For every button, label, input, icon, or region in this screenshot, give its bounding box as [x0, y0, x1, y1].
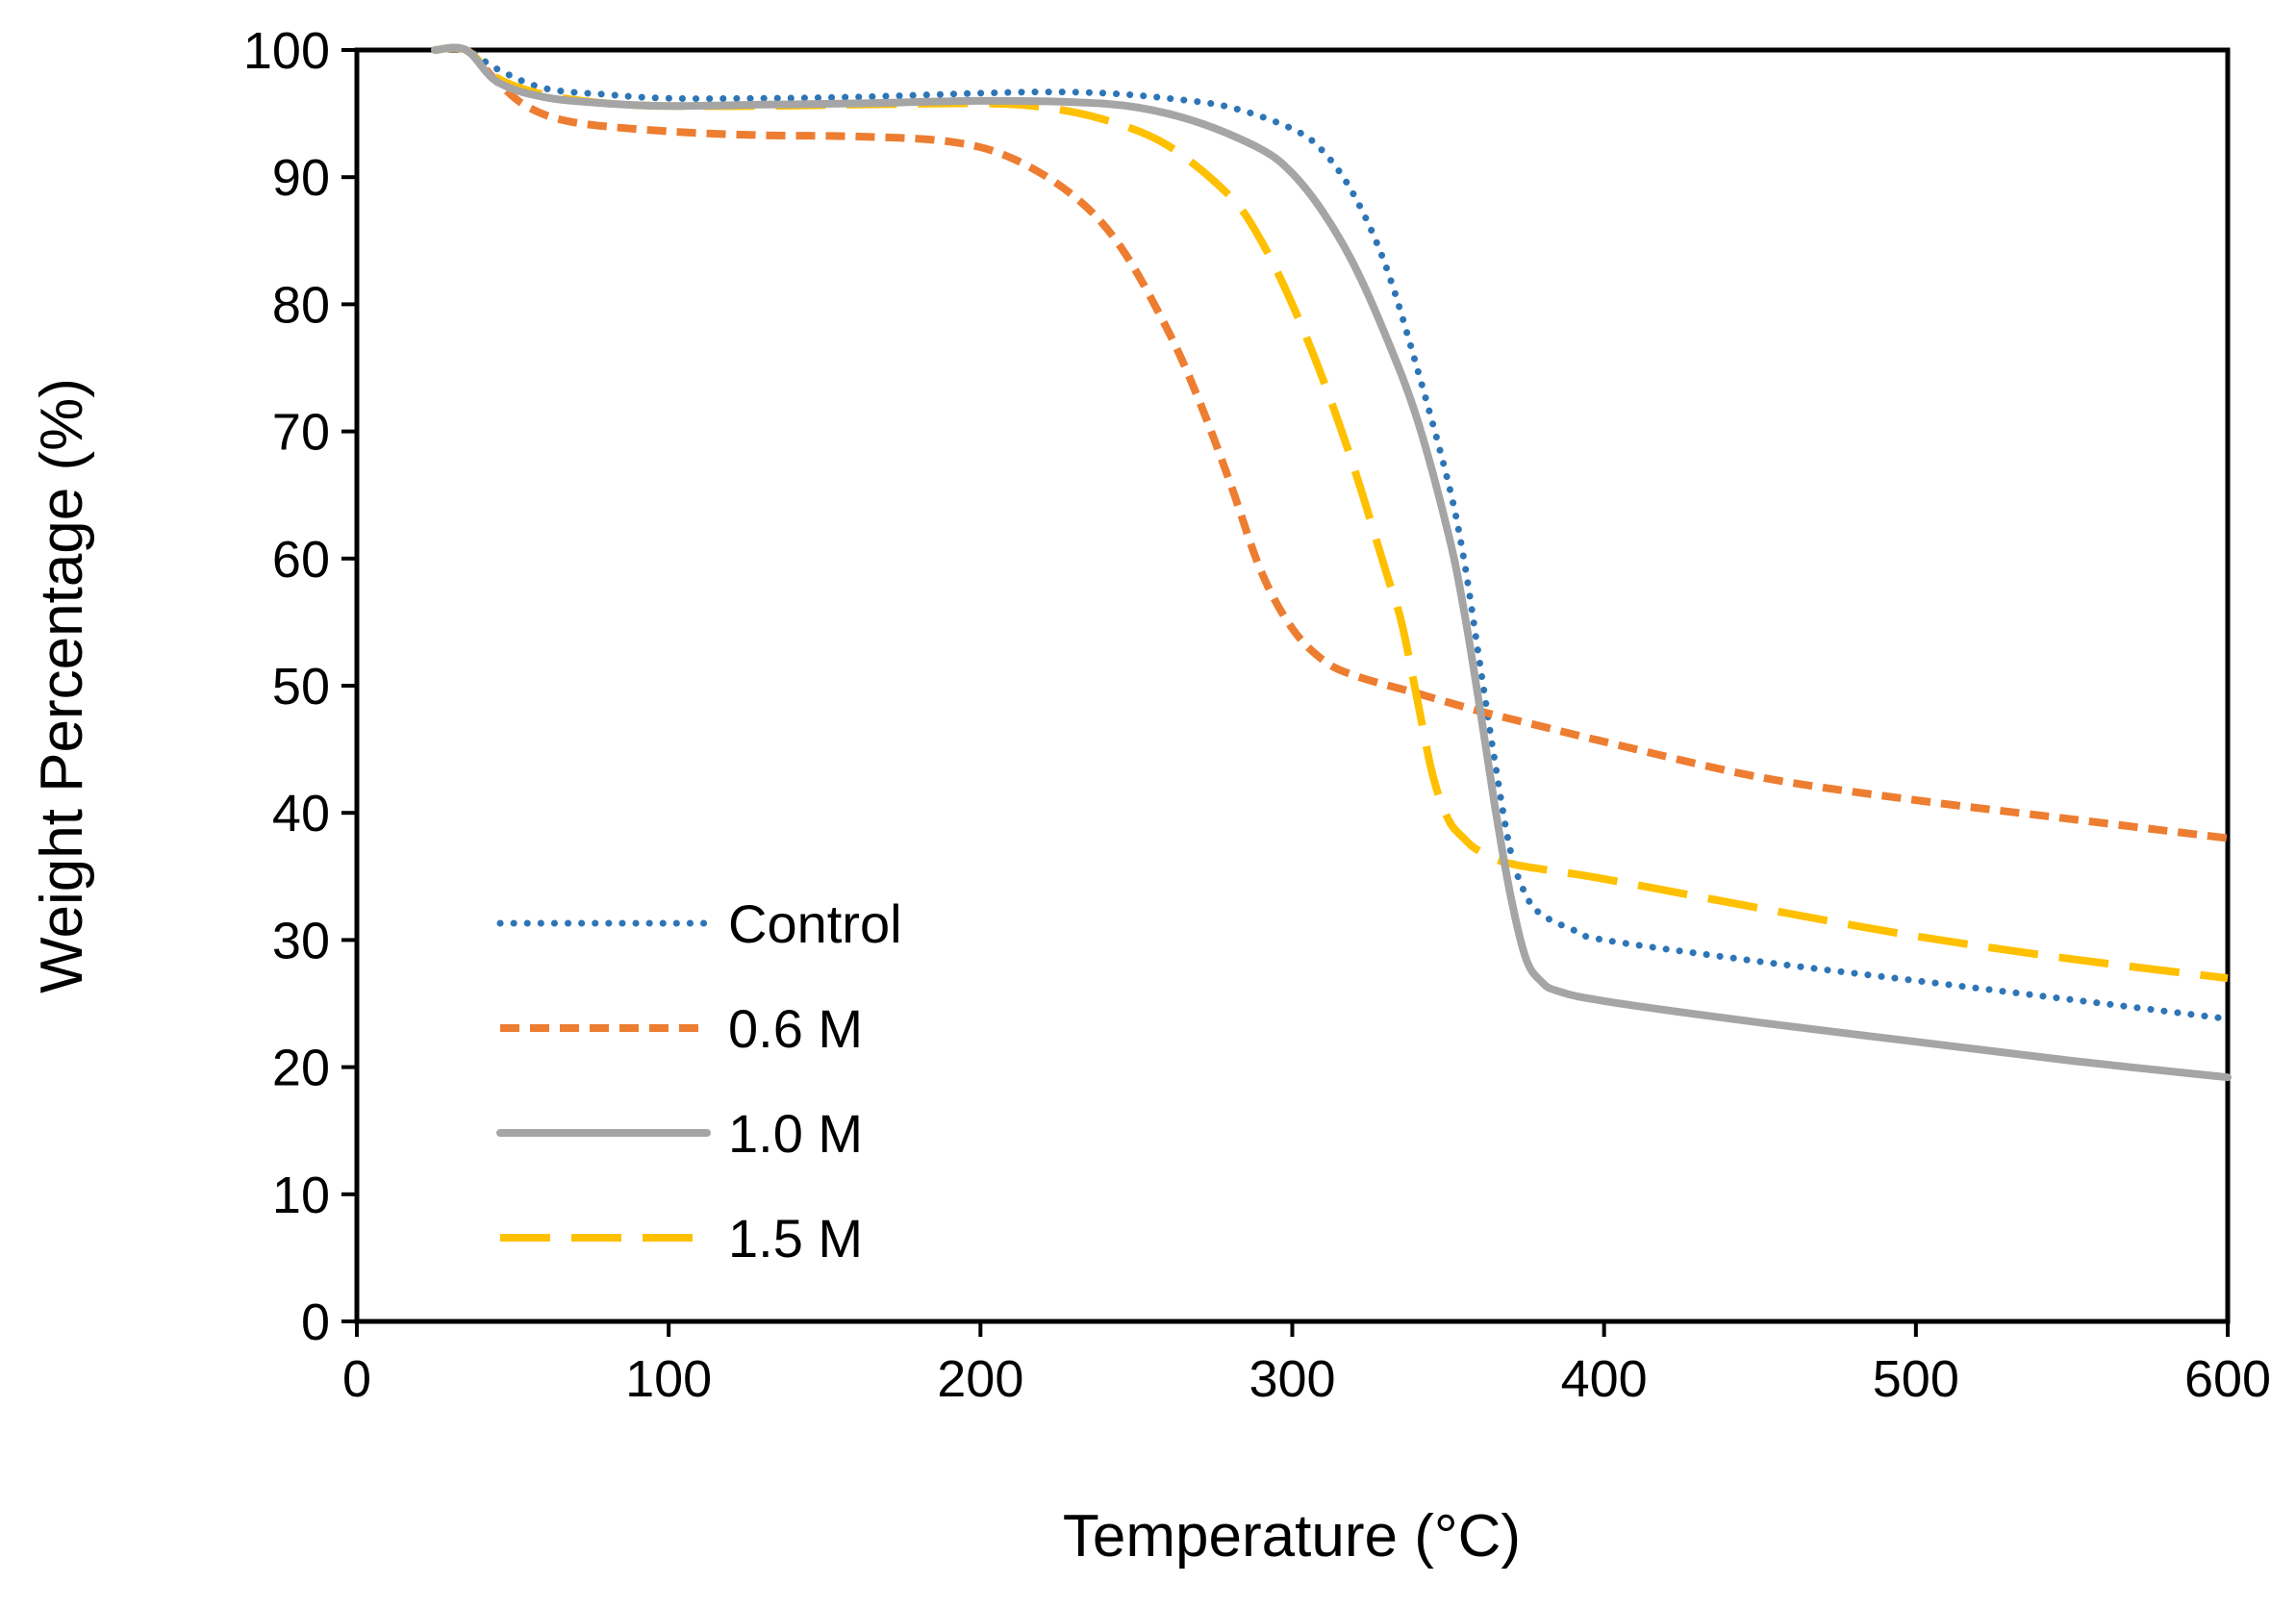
y-tick-label: 100 — [243, 22, 330, 80]
y-tick-label: 30 — [272, 912, 330, 969]
y-tick-label: 40 — [272, 785, 330, 842]
y-tick-label: 50 — [272, 658, 330, 716]
series-line-control — [431, 45, 2232, 1022]
series-line-1-5-m — [434, 43, 2229, 983]
x-tick-label: 600 — [2184, 1350, 2271, 1408]
y-tick-label: 70 — [272, 404, 330, 462]
x-tick-label: 400 — [1561, 1350, 1648, 1408]
legend: Control 0.6 M 1.0 M 1.5 M — [496, 893, 902, 1269]
series-lines — [431, 43, 2232, 1082]
axis-ticks: 0 100 200 300 400 500 600 0 10 20 30 40 50 60 70 80 90 10… — [243, 22, 2271, 1408]
x-tick-label: 300 — [1249, 1350, 1335, 1408]
y-tick-label: 80 — [272, 276, 330, 334]
x-tick-label: 200 — [937, 1350, 1023, 1408]
y-tick-label: 20 — [272, 1040, 330, 1097]
legend-label-1-0-m: 1.0 M — [728, 1103, 863, 1164]
x-axis-title: Temperature (°C) — [1063, 1503, 1521, 1570]
y-axis-title: Weight Percentage (%) — [29, 378, 95, 993]
y-tick-label: 0 — [301, 1294, 330, 1351]
x-tick-label: 100 — [625, 1350, 712, 1408]
plot-area — [354, 47, 2231, 1324]
x-tick-label: 0 — [342, 1350, 371, 1408]
legend-label-0-6-m: 0.6 M — [728, 998, 863, 1059]
series-line-1-0-m — [431, 43, 2232, 1082]
legend-label-control: Control — [728, 893, 902, 954]
series-line-0-6-m — [434, 43, 2229, 842]
y-tick-label: 60 — [272, 531, 330, 589]
y-tick-label: 10 — [272, 1167, 330, 1224]
y-tick-label: 90 — [272, 149, 330, 207]
x-tick-label: 500 — [1873, 1350, 1959, 1408]
legend-label-1-5-m: 1.5 M — [728, 1208, 863, 1269]
